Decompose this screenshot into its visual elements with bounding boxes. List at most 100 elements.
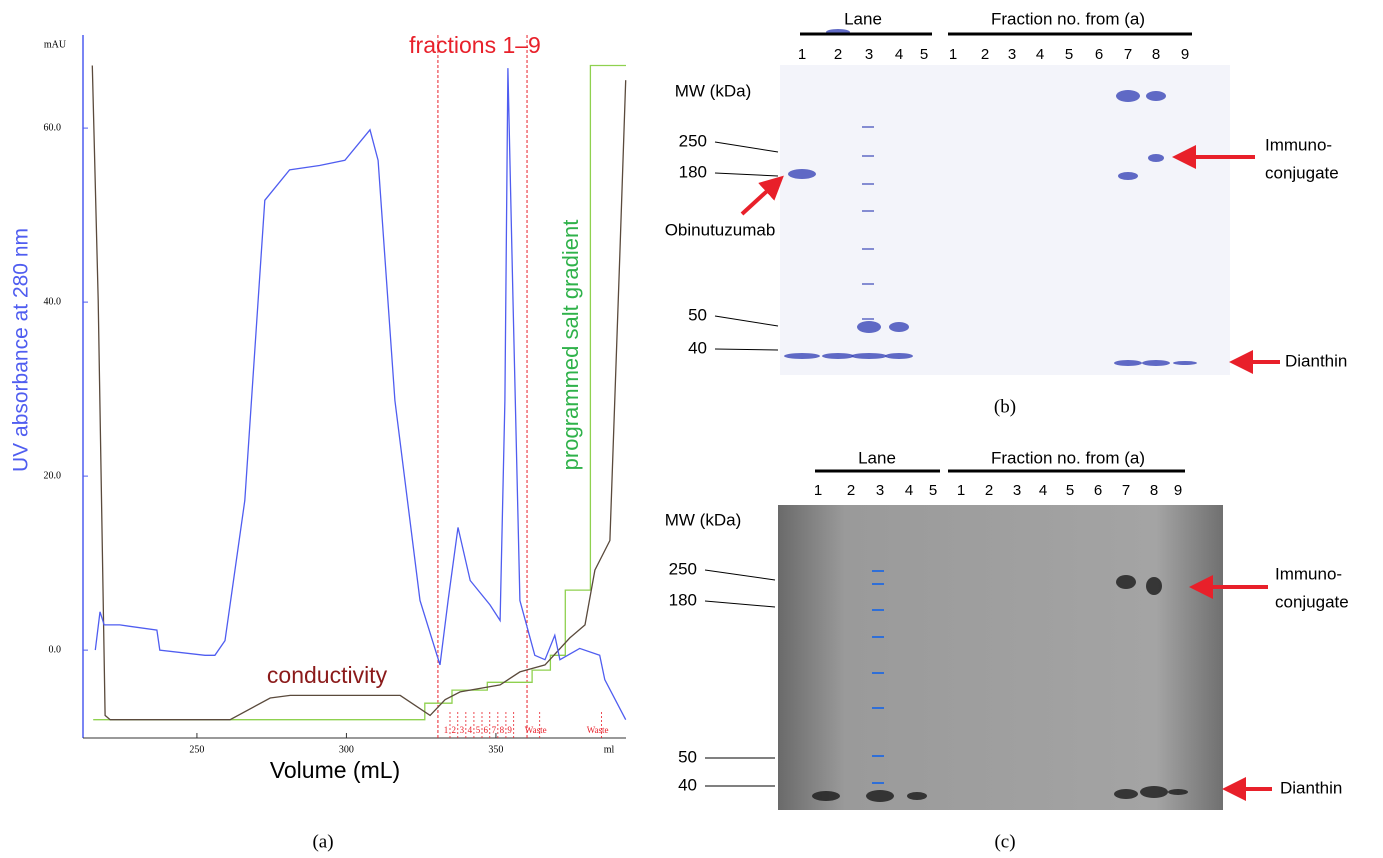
x-tick-label: 350 <box>488 744 503 755</box>
fraction-number: 4 <box>1036 46 1044 63</box>
ladder-band <box>862 210 874 212</box>
gel-band <box>1168 789 1188 795</box>
y-axis-title: UV absorbance at 280 nm <box>10 228 33 472</box>
fraction-number: 1 <box>957 482 965 499</box>
x-axis-title: Volume (mL) <box>270 757 400 783</box>
series-line <box>91 65 627 721</box>
x-tick-label: 250 <box>189 744 204 755</box>
mw-label: 40 <box>688 338 707 357</box>
fraction-number: 9 <box>1174 482 1182 499</box>
fraction-number: 7 <box>1122 482 1130 499</box>
mw-title: MW (kDa) <box>675 81 751 100</box>
mw-label: 250 <box>679 131 707 150</box>
fraction-number: 3 <box>1008 46 1016 63</box>
fraction-label: 5 <box>476 725 481 735</box>
mw-label: 180 <box>679 162 707 181</box>
fraction-label: 9 <box>507 725 512 735</box>
gel-image <box>778 505 1223 810</box>
fraction-label: 2 <box>452 725 457 735</box>
lane-header: Lane <box>858 448 896 467</box>
dianthin-label: Dianthin <box>1280 778 1342 797</box>
immunoconjugate-label: conjugate <box>1275 592 1349 611</box>
gel-band <box>857 321 881 333</box>
lane-number: 1 <box>814 482 822 499</box>
series-label: programmed salt gradient <box>558 220 583 471</box>
panel-label: (b) <box>994 396 1016 417</box>
fraction-header: Fraction no. from (a) <box>991 9 1145 28</box>
x-tick-label: 300 <box>339 744 354 755</box>
mw-pointer <box>714 348 779 351</box>
fraction-number: 6 <box>1095 46 1103 63</box>
ladder-band <box>872 782 884 784</box>
gel-band <box>1142 360 1170 366</box>
ladder-band <box>862 126 874 128</box>
gel-band <box>889 322 909 332</box>
y-tick-label: 0.0 <box>49 644 62 655</box>
gel-band <box>1114 360 1142 366</box>
immunoconjugate-label: conjugate <box>1265 163 1339 182</box>
ladder-band <box>872 609 884 611</box>
lane-number: 4 <box>895 46 903 63</box>
ladder-band <box>862 283 874 285</box>
lane-number: 5 <box>929 482 937 499</box>
fraction-label: Waste <box>525 725 547 735</box>
immunoconjugate-label: Immuno- <box>1265 135 1332 154</box>
ladder-band <box>872 672 884 674</box>
ladder-band <box>872 636 884 638</box>
gel-band <box>1146 577 1162 595</box>
series-label: conductivity <box>267 662 388 688</box>
fraction-number: 6 <box>1094 482 1102 499</box>
gel-band <box>1116 575 1136 589</box>
ladder-band <box>872 583 884 585</box>
lane-number: 3 <box>865 46 873 63</box>
fraction-label: Waste <box>587 725 609 735</box>
arrow <box>740 175 784 216</box>
fraction-number: 5 <box>1066 482 1074 499</box>
fraction-label: 7 <box>492 725 497 735</box>
lane-number: 5 <box>920 46 928 63</box>
gel-band <box>1140 786 1168 798</box>
gel-band <box>866 790 894 802</box>
gel-band <box>1146 91 1166 101</box>
gel-band <box>1114 789 1138 799</box>
x-unit: ml <box>604 744 615 755</box>
mw-label: 40 <box>678 775 697 794</box>
lane-number: 4 <box>905 482 913 499</box>
mw-pointer <box>714 141 779 153</box>
dianthin-label: Dianthin <box>1285 351 1347 370</box>
fraction-label: 6 <box>484 725 489 735</box>
annotation: fractions 1–9 <box>409 32 541 58</box>
mw-pointer <box>704 600 776 608</box>
series-line <box>94 68 627 721</box>
series-line <box>93 64 626 721</box>
gel-band <box>812 791 840 801</box>
panel-label: (c) <box>994 831 1015 852</box>
immunoconjugate-label: Immuno- <box>1275 564 1342 583</box>
mw-label: 50 <box>678 747 697 766</box>
fraction-label: 8 <box>500 725 505 735</box>
ladder-band <box>862 248 874 250</box>
y-unit: mAU <box>44 39 67 50</box>
mw-title: MW (kDa) <box>665 510 741 529</box>
lane-number: 3 <box>876 482 884 499</box>
mw-pointer <box>714 315 779 327</box>
ladder-band <box>862 155 874 157</box>
fraction-header: Fraction no. from (a) <box>991 448 1145 467</box>
ladder-band <box>872 755 884 757</box>
fraction-number: 9 <box>1181 46 1189 63</box>
fraction-label: 4 <box>468 725 473 735</box>
gel-band <box>784 353 820 359</box>
mw-label: 250 <box>669 559 697 578</box>
lane-number: 2 <box>834 46 842 63</box>
fraction-number: 3 <box>1013 482 1021 499</box>
fraction-number: 2 <box>985 482 993 499</box>
fraction-number: 7 <box>1124 46 1132 63</box>
panel-label: (a) <box>312 831 333 852</box>
fraction-number: 5 <box>1065 46 1073 63</box>
gel-band <box>907 792 927 800</box>
mw-label: 50 <box>688 305 707 324</box>
lane-number: 2 <box>847 482 855 499</box>
y-tick-label: 40.0 <box>44 296 62 307</box>
lane-number: 1 <box>798 46 806 63</box>
